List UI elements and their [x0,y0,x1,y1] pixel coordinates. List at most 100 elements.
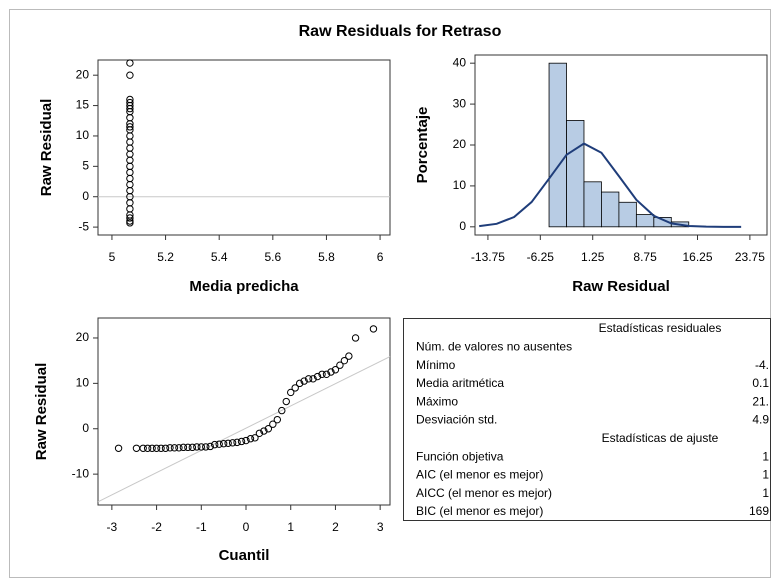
point [269,420,277,428]
point [126,214,134,222]
point [126,123,134,131]
x-tick-label: 3 [377,520,384,534]
point [327,368,335,376]
point [215,440,223,448]
point [309,375,317,383]
x-axis-label: Raw Residual [572,278,670,295]
x-tick-label: -13.75 [471,250,505,264]
row-label: BIC (el menor es mejor) [416,504,543,518]
point [143,444,152,452]
point [219,440,228,448]
point [331,366,340,374]
point [345,352,353,360]
table-header: Estadísticas de ajuste [602,431,719,445]
point [179,443,188,452]
y-tick-label: 20 [453,137,467,151]
y-axis-label: Raw Residual [38,99,55,197]
point [126,205,134,213]
bar [548,62,567,228]
point [233,438,241,447]
x-tick-label: 6 [377,250,384,264]
row-label: Máximo [416,394,458,408]
table-frame [403,318,771,521]
row-label: Media aritmética [416,376,504,390]
reference-line [97,356,391,503]
point [224,439,232,447]
point [126,156,134,164]
point [126,168,134,177]
point [170,444,179,452]
row-label: Función objetiva [416,449,504,463]
point [336,361,344,369]
point [126,186,134,195]
y-tick-label: 10 [76,128,90,142]
plot-frame [97,59,391,236]
y-tick-label: 0 [82,189,89,203]
table-header: Estadísticas residuales [599,321,722,335]
bar [618,201,637,228]
point [126,104,134,113]
point [126,162,134,171]
y-tick-label: 5 [82,159,89,173]
point [340,356,349,365]
x-tick-label: 5.8 [318,250,335,264]
point [126,144,134,152]
point [206,442,214,451]
y-tick-label: -5 [78,219,89,233]
bar [601,191,620,228]
x-tick-label: 5 [109,250,116,264]
point [246,435,255,443]
row-value: 169 [749,504,769,518]
point [242,436,250,445]
point [152,444,161,452]
x-tick-label: 23.75 [735,250,765,264]
point [126,219,134,227]
point [304,375,313,383]
y-tick-label: 30 [453,96,467,110]
point [197,443,205,451]
row-label: Desviación std. [416,413,497,427]
point [126,59,134,67]
point [264,425,273,433]
point [148,444,156,452]
y-tick-label: 10 [76,376,90,390]
x-tick-label: 2 [332,520,339,534]
point [114,444,123,452]
x-tick-label: -3 [107,520,118,534]
point [313,372,322,381]
x-tick-label: 0 [243,520,250,534]
bar [566,120,585,228]
row-value: 1 [762,486,769,500]
point [126,71,134,79]
point [211,440,219,449]
point [139,444,147,452]
point [157,444,165,452]
point [282,397,290,406]
panel-title: Raw Residuals for Retraso [299,23,502,40]
x-axis-label: Media predicha [189,278,299,295]
panel-frame [9,9,771,578]
y-tick-label: 0 [82,421,89,435]
point [193,443,201,451]
x-tick-label: 5.2 [157,250,174,264]
x-tick-label: 1 [287,520,294,534]
point [126,180,134,189]
point [126,114,134,122]
point [295,379,304,388]
point [273,415,282,424]
x-tick-label: -1 [196,520,207,534]
point [126,132,134,140]
y-tick-label: -10 [72,466,90,480]
point [188,443,197,452]
point [351,334,360,342]
point [228,439,237,447]
row-label: Núm. de valores no ausentes [416,339,572,353]
row-label: AICC (el menor es mejor) [416,486,552,500]
point [132,444,141,452]
normal-curve [479,142,742,228]
point [260,427,268,435]
y-tick-label: 20 [76,67,90,81]
y-axis-label: Porcentaje [414,107,431,184]
y-tick-label: 10 [453,178,467,192]
